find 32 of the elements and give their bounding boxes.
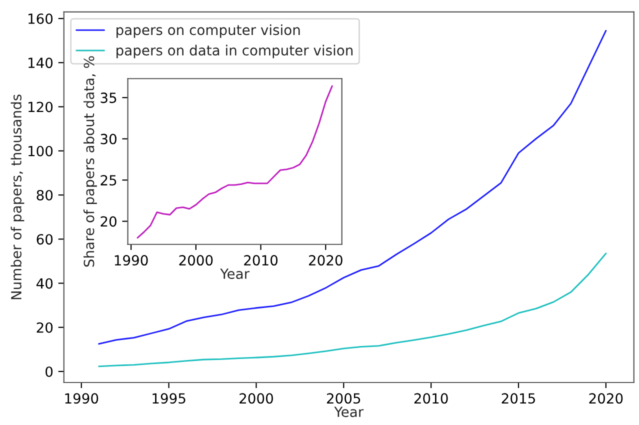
x-tick-label: 2010 xyxy=(244,255,278,266)
x-tick-label: 2000 xyxy=(179,255,213,266)
line-series xyxy=(136,85,333,239)
x-tick-label: 1990 xyxy=(114,255,148,266)
y-tick-label: 35 xyxy=(100,92,116,104)
line-series xyxy=(98,252,607,368)
y-tick-label: 0 xyxy=(46,366,53,377)
y-tick-label: 100 xyxy=(28,146,53,156)
y-tick-label: 20 xyxy=(100,216,116,227)
y-tick-label: 20 xyxy=(36,322,53,333)
y-axis-title: Number of papers, thousands xyxy=(10,94,24,300)
x-axis-title: Year xyxy=(334,406,364,418)
x-axis-title: Year xyxy=(220,268,250,279)
x-tick-label: 2015 xyxy=(502,393,535,404)
x-tick-label: 2005 xyxy=(326,393,360,404)
x-tick-label: 2020 xyxy=(589,393,623,404)
x-tick-label: 2010 xyxy=(414,393,448,404)
x-tick-label: 2000 xyxy=(240,393,273,404)
y-tick-label: 160 xyxy=(28,13,53,24)
y-tick-label: 60 xyxy=(36,234,53,245)
y-axis-title: Share of papers about data, % xyxy=(83,56,97,267)
x-tick-label: 1995 xyxy=(152,393,186,404)
x-tick-label: 1990 xyxy=(65,393,98,404)
y-tick-label: 40 xyxy=(36,278,53,289)
y-tick-label: 80 xyxy=(36,190,53,200)
y-tick-label: 140 xyxy=(28,58,53,68)
legend-label: papers on data in computer vision xyxy=(116,44,353,58)
y-tick-label: 30 xyxy=(100,134,116,144)
legend-label: papers on computer vision xyxy=(116,24,300,38)
y-tick-label: 120 xyxy=(28,102,53,112)
x-tick-label: 2020 xyxy=(308,255,342,266)
y-tick-label: 25 xyxy=(100,175,116,186)
